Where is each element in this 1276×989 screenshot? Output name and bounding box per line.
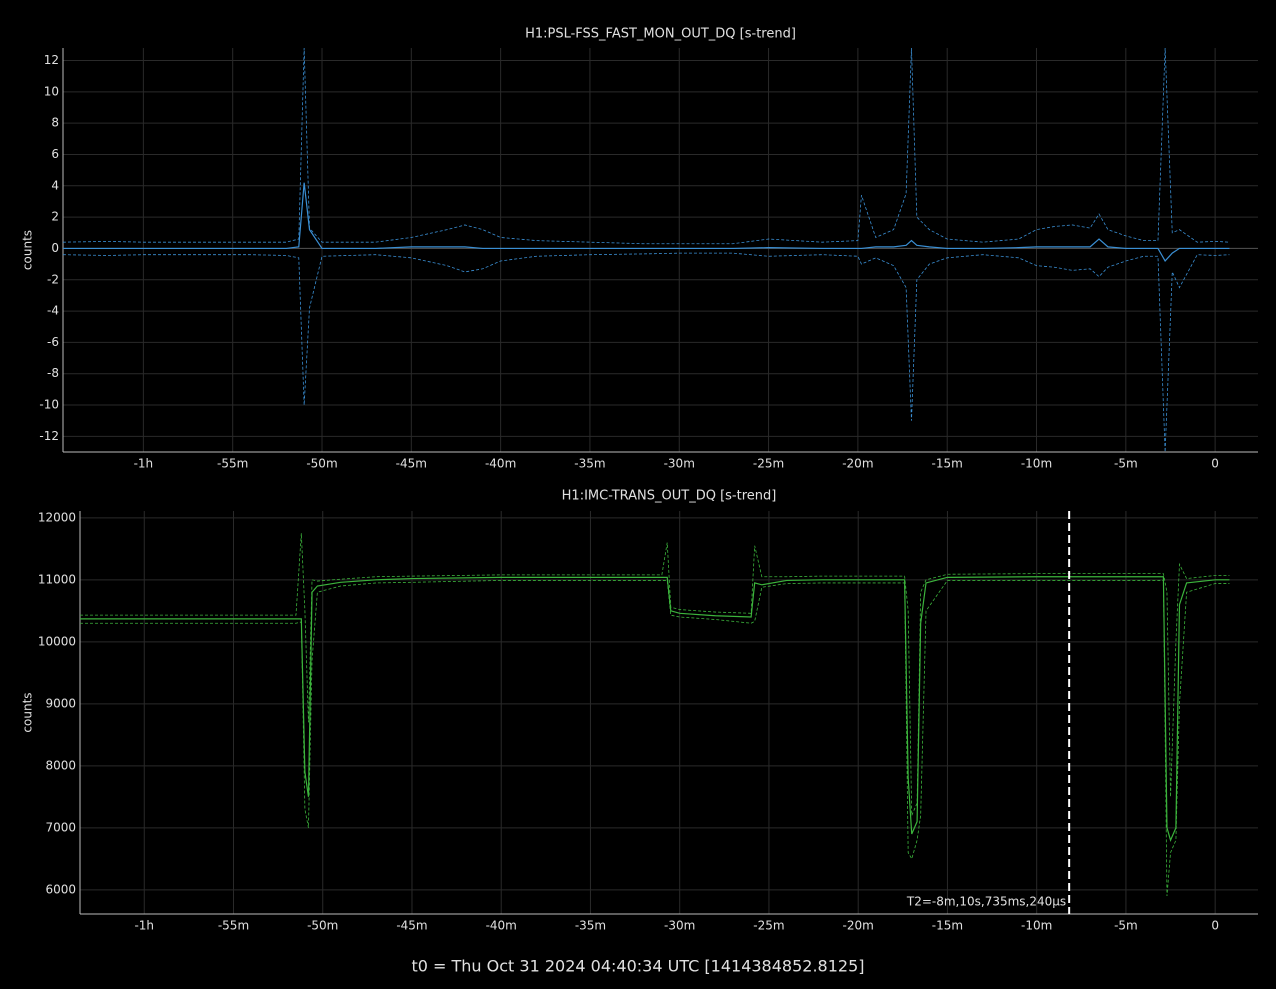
chart-title: H1:IMC-TRANS_OUT_DQ [s-trend] [562, 489, 777, 504]
x-tick-label: -10m [1021, 457, 1052, 471]
y-axis-label: counts [21, 230, 35, 270]
y-tick-label: 12 [44, 53, 59, 67]
y-tick-label: -8 [47, 366, 59, 380]
plot-area [80, 533, 1230, 897]
x-tick-label: -30m [664, 919, 695, 933]
x-tick-label: -25m [753, 457, 784, 471]
x-tick-label: -15m [932, 457, 963, 471]
footer: t0 = Thu Oct 31 2024 04:40:34 UTC [14143… [411, 957, 864, 976]
x-tick-label: -50m [306, 457, 337, 471]
x-tick-label: -1h [134, 919, 154, 933]
y-tick-label: 4 [51, 178, 59, 192]
y-tick-label: 12000 [38, 510, 76, 524]
x-tick-label: -45m [396, 919, 427, 933]
x-tick-label: -55m [218, 919, 249, 933]
y-tick-label: 6000 [45, 882, 76, 896]
data-line [80, 533, 1230, 816]
y-tick-label: 8 [51, 116, 59, 130]
y-tick-label: -2 [47, 272, 59, 286]
x-tick-label: -5m [1114, 919, 1138, 933]
y-tick-label: 10000 [38, 634, 76, 648]
cursor-label: T2=-8m,10s,735ms,240µs [906, 895, 1066, 909]
y-tick-label: 6 [51, 147, 59, 161]
y-tick-label: 11000 [38, 572, 76, 586]
y-tick-label: 0 [51, 241, 59, 255]
x-tick-label: -45m [396, 457, 427, 471]
x-tick-label: -5m [1114, 457, 1138, 471]
x-tick-label: -35m [575, 919, 606, 933]
x-tick-label: -50m [307, 919, 338, 933]
x-tick-label: -15m [932, 919, 963, 933]
x-tick-label: -40m [485, 457, 516, 471]
data-line [63, 252, 1230, 452]
x-tick-label: -1h [134, 457, 154, 471]
y-tick-label: -4 [47, 304, 59, 318]
x-tick-label: -10m [1021, 919, 1052, 933]
y-tick-label: -6 [47, 335, 59, 349]
y-tick-label: 8000 [45, 758, 76, 772]
data-line [80, 580, 1230, 897]
y-axis-label: counts [21, 692, 35, 732]
x-tick-label: -25m [753, 919, 784, 933]
x-tick-label: -20m [842, 457, 873, 471]
x-tick-label: -55m [217, 457, 248, 471]
data-line [63, 182, 1230, 262]
x-tick-label: -35m [574, 457, 605, 471]
x-tick-label: 0 [1211, 457, 1219, 471]
y-tick-label: 7000 [45, 820, 76, 834]
x-tick-label: -30m [664, 457, 695, 471]
data-line [63, 48, 1230, 245]
x-tick-label: -40m [486, 919, 517, 933]
plot-area [63, 48, 1230, 452]
data-line [80, 576, 1230, 842]
y-tick-label: -12 [39, 429, 59, 443]
y-tick-label: 9000 [45, 696, 76, 710]
y-tick-label: -10 [39, 398, 59, 412]
x-tick-label: -20m [843, 919, 874, 933]
y-tick-label: 2 [51, 210, 59, 224]
y-tick-label: 10 [44, 84, 59, 98]
x-tick-label: 0 [1211, 919, 1219, 933]
chart-title: H1:PSL-FSS_FAST_MON_OUT_DQ [s-trend] [525, 27, 796, 42]
